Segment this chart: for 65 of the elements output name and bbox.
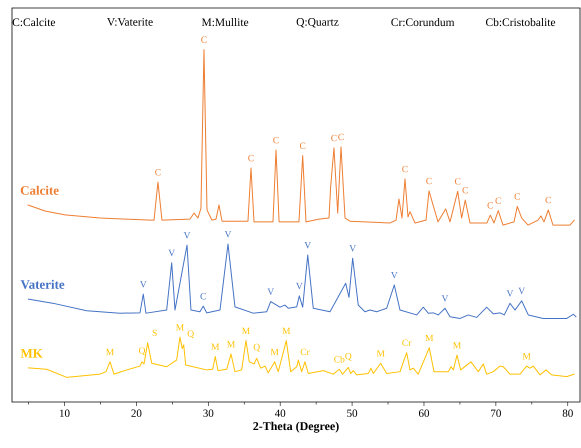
annotation: V xyxy=(349,245,356,252)
annotation: V xyxy=(168,250,176,256)
annotation: M xyxy=(227,341,235,348)
annotation: C xyxy=(273,136,279,144)
series-label: Vaterite xyxy=(20,280,64,289)
annotation: V xyxy=(304,242,312,248)
x-tick-label: 30 xyxy=(203,410,214,417)
annotation: M xyxy=(176,324,184,330)
text: Cb:Cristobalite xyxy=(486,18,556,26)
x-tick-label: 70 xyxy=(491,410,501,417)
annotation: V xyxy=(184,232,190,238)
annotation: C xyxy=(488,202,493,209)
annotation: C xyxy=(546,196,551,204)
annotation: C xyxy=(248,154,254,162)
annotation: Q xyxy=(188,330,194,338)
text: V:Vaterite xyxy=(106,18,153,26)
annotation: Q xyxy=(254,344,260,352)
annotation: C xyxy=(338,134,344,140)
annotation: C xyxy=(495,198,501,204)
annotation: V xyxy=(442,295,448,302)
series-label: MK xyxy=(20,349,43,358)
annotation: C xyxy=(200,293,206,300)
annotation: M xyxy=(242,328,250,334)
x-tick-label: 50 xyxy=(347,410,358,417)
annotation: M xyxy=(270,348,279,356)
annotation: V xyxy=(224,231,232,238)
annotation: C xyxy=(426,178,432,184)
x-tick-label: 20 xyxy=(131,410,142,417)
annotation: M xyxy=(211,344,220,350)
annotation: M xyxy=(522,353,531,360)
annotation: S xyxy=(152,330,157,336)
text: Cr:Corundum xyxy=(391,18,454,26)
annotation: Q xyxy=(345,352,352,361)
annotation: C xyxy=(155,169,161,176)
annotation: V xyxy=(518,288,526,294)
x-tick-label: 80 xyxy=(562,410,573,417)
text: C:Calcite xyxy=(12,18,56,26)
annotation: Cb xyxy=(334,356,344,363)
annotation: V xyxy=(296,282,303,290)
annotation: C xyxy=(514,193,520,200)
annotation: C xyxy=(331,134,337,142)
annotation: C xyxy=(454,178,460,185)
text: Q:Quartz xyxy=(296,18,339,28)
annotation: V xyxy=(390,272,398,278)
annotation: C xyxy=(201,36,207,43)
series-label: Calcite xyxy=(20,186,59,195)
annotation: V xyxy=(506,290,514,297)
annotation: M xyxy=(453,342,461,348)
x-axis-title: 2-Theta (Degree) xyxy=(253,422,339,433)
annotation: Cr xyxy=(300,348,310,356)
annotation: Cr xyxy=(402,340,412,346)
annotation: C xyxy=(300,142,306,149)
annotation: M xyxy=(282,328,290,334)
text: M:Mullite xyxy=(202,18,248,26)
annotation: M xyxy=(425,334,434,342)
annotation: C xyxy=(402,166,408,172)
annotation: C xyxy=(462,187,468,194)
x-tick-label: 40 xyxy=(274,410,286,417)
annotation: M xyxy=(106,348,114,356)
annotation: Q xyxy=(138,347,146,356)
x-tick-label: 10 xyxy=(60,410,70,417)
annotation: V xyxy=(140,281,147,288)
annotation: V xyxy=(267,288,274,295)
annotation: M xyxy=(376,350,385,357)
x-tick-label: 60 xyxy=(418,410,430,417)
